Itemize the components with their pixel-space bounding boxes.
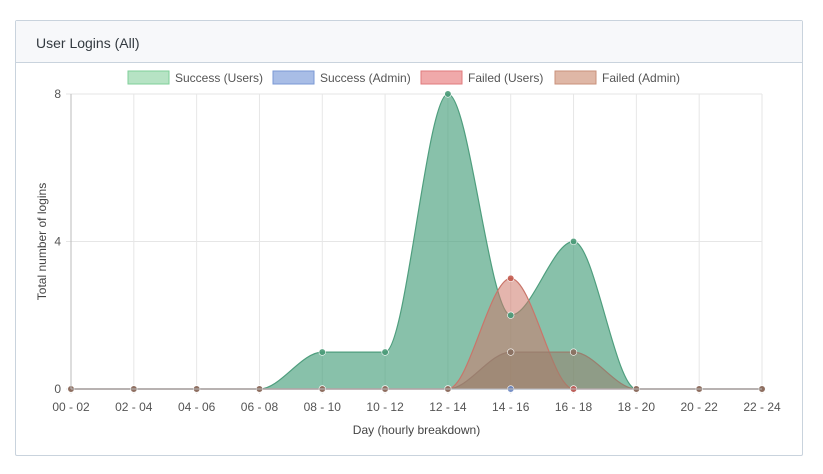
- legend-label: Failed (Admin): [602, 71, 680, 85]
- x-tick-label: 10 - 12: [366, 400, 404, 414]
- axes: 00 - 02 02 - 04 04 - 06 06 - 08 08 - 10 10 - …: [52, 87, 781, 414]
- data-point: [318, 348, 326, 356]
- x-tick-label: 12 - 14: [429, 400, 467, 414]
- data-point: [444, 90, 452, 98]
- panel-title: User Logins (All): [16, 21, 802, 63]
- y-tick-label: 0: [54, 382, 61, 396]
- legend-swatch: [420, 70, 463, 85]
- series-area: [71, 352, 762, 389]
- x-tick-label: 00 - 02: [52, 400, 90, 414]
- data-point: [381, 348, 389, 356]
- data-point: [569, 237, 578, 246]
- legend: Success (Users) Success (Admin) Failed (Us…: [127, 70, 680, 85]
- x-tick-label: 22 - 24: [743, 400, 781, 414]
- y-axis-title: Total number of logins: [35, 183, 49, 300]
- legend-swatch: [554, 70, 597, 85]
- y-tick-label: 8: [54, 87, 61, 101]
- data-point: [507, 311, 515, 319]
- legend-label: Failed (Users): [468, 71, 543, 85]
- x-tick-label: 04 - 06: [178, 400, 216, 414]
- legend-swatch: [127, 70, 170, 85]
- x-tick-label: 02 - 04: [115, 400, 153, 414]
- y-tick-label: 4: [54, 235, 61, 249]
- legend-label: Success (Admin): [320, 71, 411, 85]
- legend-label: Success (Users): [175, 71, 263, 85]
- data-point: [507, 348, 515, 356]
- x-axis-title: Day (hourly breakdown): [353, 423, 480, 437]
- series-area: [71, 94, 762, 389]
- legend-swatch: [272, 70, 315, 85]
- x-tick-label: 16 - 18: [555, 400, 593, 414]
- data-point: [507, 274, 515, 282]
- x-tick-label: 20 - 22: [681, 400, 719, 414]
- x-tick-label: 08 - 10: [304, 400, 342, 414]
- data-point: [569, 348, 578, 356]
- x-tick-label: 06 - 08: [241, 400, 279, 414]
- x-tick-label: 14 - 16: [492, 400, 530, 414]
- x-tick-label: 18 - 20: [618, 400, 656, 414]
